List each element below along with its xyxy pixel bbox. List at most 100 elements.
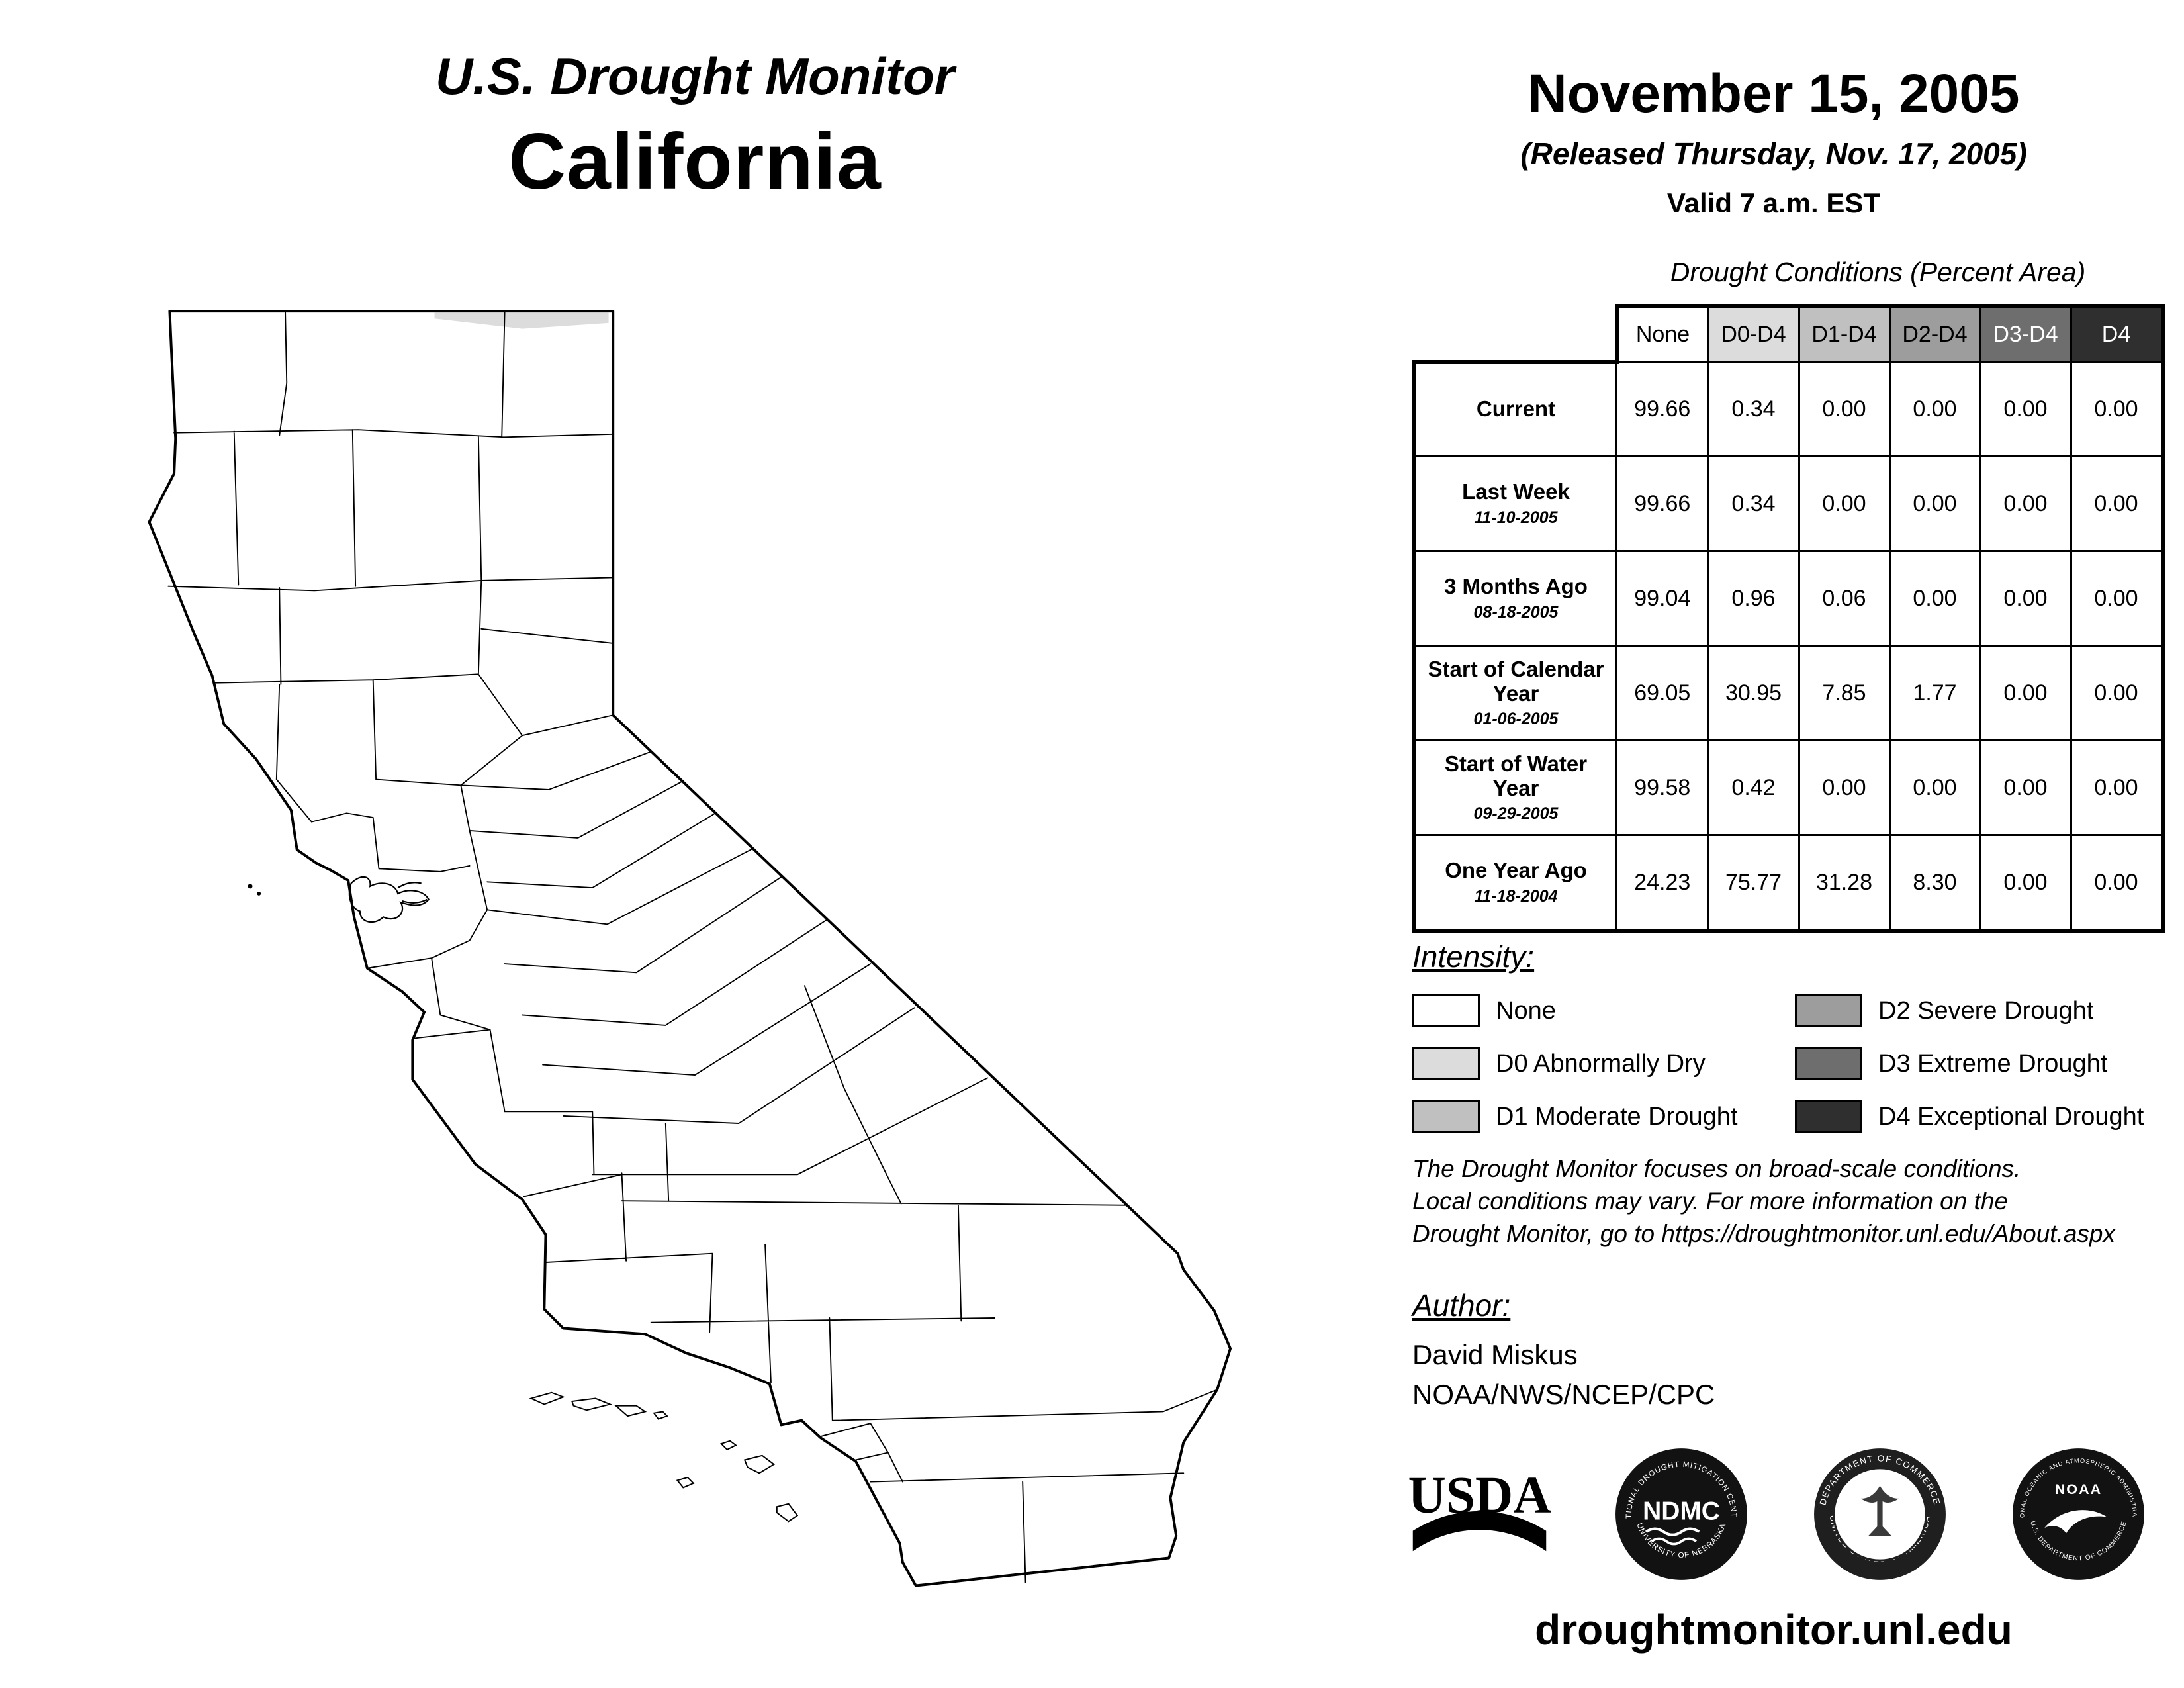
cell: 0.00 [2070, 455, 2165, 552]
d3-swatch [1795, 1047, 1862, 1080]
legend-item-none: None [1412, 994, 1795, 1027]
row-label: Last Week 11-10-2005 [1412, 455, 1617, 552]
cell: 0.00 [1797, 361, 1891, 457]
table-row: One Year Ago 11-18-2004 24.23 75.77 31.28… [1412, 834, 2165, 933]
d0-swatch [1412, 1047, 1480, 1080]
cell: 0.34 [1707, 455, 1800, 552]
table-row: Start of Water Year 09-29-2005 99.58 0.42… [1412, 739, 2165, 836]
cell: 0.00 [1888, 550, 1981, 647]
d2-swatch [1795, 994, 1862, 1027]
col-header-d2-d4: D2-D4 [1888, 304, 1981, 363]
sf-bay-delta [348, 876, 430, 923]
farallon-islands [257, 892, 261, 896]
cell: 0.00 [2070, 739, 2165, 836]
row-label: Start of Calendar Year 01-06-2005 [1412, 645, 1617, 741]
cell: 0.00 [1888, 361, 1981, 457]
california-map [139, 298, 1251, 1615]
disclaimer: The Drought Monitor focuses on broad-sca… [1412, 1155, 2115, 1247]
col-header-d4: D4 [2070, 304, 2165, 363]
cell: 99.66 [1615, 361, 1709, 457]
commerce-seal-logo: DEPARTMENT OF COMMERCE UNITED STATES OF … [1814, 1448, 1946, 1580]
author-heading: Author: [1412, 1288, 1511, 1323]
cell: 75.77 [1707, 834, 1800, 933]
cell: 69.05 [1615, 645, 1709, 741]
ndmc-logo: NATIONAL DROUGHT MITIGATION CENTER UNIVE… [1614, 1446, 1747, 1580]
county-boundaries [167, 310, 1218, 1584]
cell: 0.00 [1979, 834, 2072, 933]
col-header-d3-d4: D3-D4 [1979, 304, 2072, 363]
table-row: Current 99.66 0.34 0.00 0.00 0.00 0.00 [1412, 359, 2165, 457]
d4-swatch [1795, 1100, 1862, 1133]
cell: 0.00 [1979, 361, 2072, 457]
cell: 31.28 [1797, 834, 1891, 933]
legend-item-d3: D3 Extreme Drought [1795, 1047, 2177, 1080]
row-label: Current [1412, 359, 1617, 457]
table-title: Drought Conditions (Percent Area) [1670, 257, 2086, 287]
legend-item-d2: D2 Severe Drought [1795, 994, 2177, 1027]
cell: 0.00 [1797, 455, 1891, 552]
table-row: 3 Months Ago 08-18-2005 99.04 0.96 0.06 0… [1412, 550, 2165, 647]
cell: 0.00 [2070, 361, 2165, 457]
product-title: U.S. Drought Monitor [435, 47, 955, 105]
cell: 1.77 [1888, 645, 1981, 741]
cell: 0.00 [2070, 550, 2165, 647]
cell: 0.00 [2070, 645, 2165, 741]
cell: 0.34 [1707, 361, 1800, 457]
channel-islands [529, 1391, 799, 1523]
cell: 0.00 [1979, 455, 2072, 552]
cell: 0.00 [1979, 550, 2072, 647]
cell: 99.04 [1615, 550, 1709, 647]
valid-time: Valid 7 a.m. EST [1666, 187, 1881, 218]
legend-item-d4: D4 Exceptional Drought [1795, 1100, 2177, 1133]
released-date: (Released Thursday, Nov. 17, 2005) [1520, 136, 2027, 171]
row-label: 3 Months Ago 08-18-2005 [1412, 550, 1617, 647]
state-outline [148, 310, 1232, 1587]
d1-swatch [1412, 1100, 1480, 1133]
cell: 24.23 [1615, 834, 1709, 933]
cell: 0.00 [1979, 645, 2072, 741]
intensity-legend: Intensity: None D0 Abnormally Dry D1 Mod… [1412, 939, 2177, 1153]
row-label: One Year Ago 11-18-2004 [1412, 834, 1617, 933]
cell: 0.00 [1979, 739, 2072, 836]
svg-text:NOAA: NOAA [2055, 1481, 2103, 1497]
cell: 0.00 [1888, 739, 1981, 836]
legend-item-d0: D0 Abnormally Dry [1412, 1047, 1795, 1080]
cell: 0.00 [1797, 739, 1891, 836]
table-row: Last Week 11-10-2005 99.66 0.34 0.00 0.00… [1412, 455, 2165, 552]
none-swatch [1412, 994, 1480, 1027]
author-org: NOAA/NWS/NCEP/CPC [1412, 1379, 1715, 1410]
author-name: David Miskus [1412, 1339, 1578, 1370]
report-date: November 15, 2005 [1527, 64, 2020, 124]
map-title-block: U.S. Drought Monitor California [146, 46, 1244, 207]
corner-cell [1414, 306, 1617, 362]
author-block: Author: David Miskus NOAA/NWS/NCEP/CPC [1412, 1288, 1715, 1411]
california-map-svg [148, 310, 1232, 1587]
cell: 0.00 [2070, 834, 2165, 933]
svg-text:NDMC: NDMC [1643, 1497, 1720, 1526]
cell: 7.85 [1797, 645, 1891, 741]
cell: 0.00 [1888, 455, 1981, 552]
usda-logo: USDA [1408, 1466, 1551, 1552]
row-label: Start of Water Year 09-29-2005 [1412, 739, 1617, 836]
legend-item-d1: D1 Moderate Drought [1412, 1100, 1795, 1133]
noaa-logo: NATIONAL OCEANIC AND ATMOSPHERIC ADMINIS… [2011, 1446, 2144, 1580]
gull-icon [2044, 1510, 2107, 1534]
cell: 99.58 [1615, 739, 1709, 836]
drought-conditions-table: None D0-D4 D1-D4 D2-D4 D3-D4 D4 Current … [1412, 304, 2165, 933]
eagle-emblem [1860, 1485, 1899, 1536]
cell: 0.96 [1707, 550, 1800, 647]
cell: 0.42 [1707, 739, 1800, 836]
cell: 8.30 [1888, 834, 1981, 933]
cell: 30.95 [1707, 645, 1800, 741]
col-header-d0-d4: D0-D4 [1707, 304, 1800, 363]
region-title: California [508, 117, 882, 206]
table-row: Start of Calendar Year 01-06-2005 69.05 3… [1412, 645, 2165, 741]
report-header: November 15, 2005 (Released Thursday, No… [1403, 63, 2144, 219]
cell: 99.66 [1615, 455, 1709, 552]
col-header-none: None [1614, 304, 1709, 363]
logo-row: USDA NATIONAL DROUGHT MITIGATION CENTER … [1408, 1446, 2146, 1582]
legend-title: Intensity: [1412, 939, 1535, 974]
col-header-d1-d4: D1-D4 [1797, 304, 1891, 363]
footer-url: droughtmonitor.unl.edu [1535, 1606, 2013, 1654]
